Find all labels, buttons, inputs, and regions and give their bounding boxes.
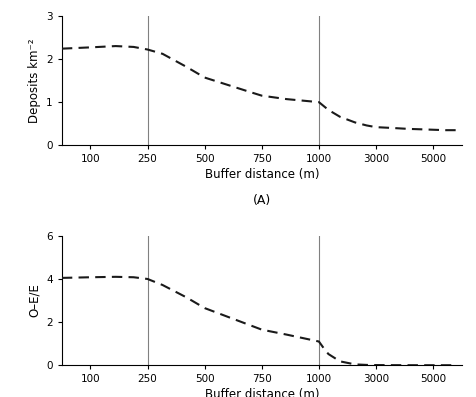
Text: (A): (A) <box>253 195 271 208</box>
Y-axis label: O–E/E: O–E/E <box>28 283 40 318</box>
Y-axis label: Deposits km⁻²: Deposits km⁻² <box>28 39 40 123</box>
X-axis label: Buffer distance (m): Buffer distance (m) <box>205 168 319 181</box>
X-axis label: Buffer distance (m): Buffer distance (m) <box>205 388 319 397</box>
